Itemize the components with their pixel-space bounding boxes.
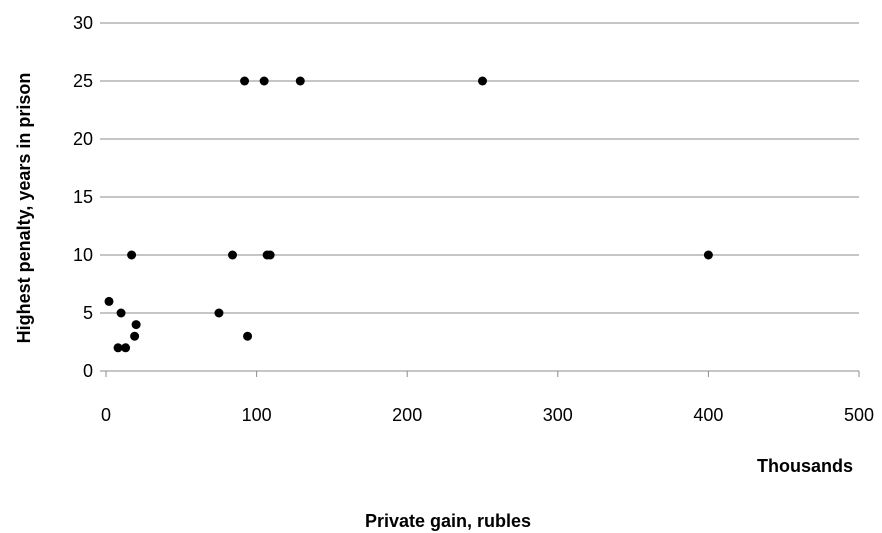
data-point [478,76,487,86]
data-points [104,76,713,353]
x-tick-label: 100 [242,405,272,425]
grid-lines [106,22,859,314]
x-tick-label: 300 [543,405,573,425]
data-point [116,308,126,318]
data-point [214,308,224,318]
data-point [127,250,137,260]
x-tick-labels: 0 100 200 300 400 500 [101,405,874,425]
y-tick-label: 5 [83,303,93,323]
y-axis-title: Highest penalty, years in prison [14,73,34,344]
x-tick-label: 200 [392,405,422,425]
y-tick-label: 25 [73,71,93,91]
y-tick-label: 20 [73,129,93,149]
y-tick-label: 15 [73,187,93,207]
data-point [243,331,253,341]
x-axis-title: Private gain, rubles [365,511,531,531]
x-axis-unit-label: Thousands [757,456,853,476]
data-point [240,76,250,86]
y-tick-label: 30 [73,13,93,33]
x-tick-label: 400 [693,405,723,425]
data-point [130,331,140,341]
data-point [104,296,114,306]
data-point [703,250,713,260]
data-point [259,76,269,86]
x-tick-label: 0 [101,405,111,425]
data-point [113,343,123,353]
x-tick-label: 500 [844,405,874,425]
data-point [228,250,238,260]
data-point [121,343,131,353]
axes [100,22,860,377]
y-tick-label: 10 [73,245,93,265]
y-tick-labels: 0 5 10 15 20 25 30 [73,13,93,381]
data-point [295,76,305,86]
data-point [131,320,141,330]
data-point [265,250,275,260]
y-tick-label: 0 [83,361,93,381]
